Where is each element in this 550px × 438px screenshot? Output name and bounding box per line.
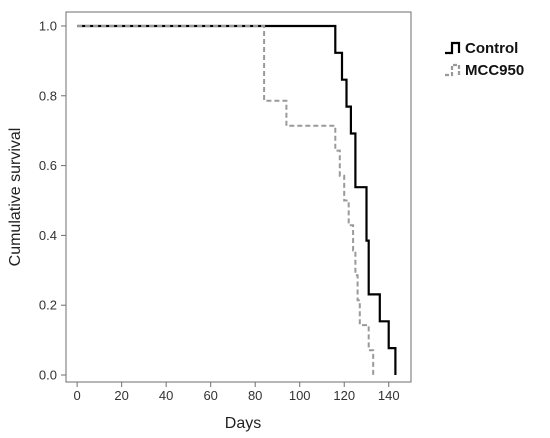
x-tick-label: 120: [333, 388, 355, 403]
x-tick-label: 40: [159, 388, 173, 403]
y-tick-label: 0.8: [39, 88, 57, 103]
series-line-mcc950: [77, 25, 375, 375]
series-layer: [77, 24, 397, 375]
series-line-control: [77, 24, 397, 375]
x-axis-ticks: 0 20 40 60 80 100 120 140: [74, 382, 400, 403]
x-axis-title: Days: [225, 415, 261, 432]
plot-area: [65, 11, 412, 383]
y-axis-title: Cumulative survival: [7, 128, 24, 267]
y-axis-ticks: 0.0 0.2 0.4 0.6 0.8 1.0: [39, 18, 66, 383]
legend-label-mcc950: MCC950: [465, 62, 524, 79]
y-tick-label: 1.0: [39, 18, 57, 33]
x-tick-label: 140: [378, 388, 400, 403]
x-tick-label: 20: [114, 388, 128, 403]
y-tick-label: 0.0: [39, 368, 57, 383]
x-tick-label: 0: [74, 388, 81, 403]
x-tick-label: 80: [248, 388, 262, 403]
x-tick-label: 60: [203, 388, 217, 403]
legend: Control MCC950: [445, 40, 524, 79]
legend-swatch-control: [445, 41, 461, 55]
x-tick-label: 100: [289, 388, 311, 403]
legend-label-control: Control: [465, 40, 518, 57]
y-tick-label: 0.4: [39, 228, 57, 243]
legend-swatch-mcc950: [445, 63, 461, 77]
y-tick-label: 0.6: [39, 158, 57, 173]
y-tick-label: 0.2: [39, 298, 57, 313]
